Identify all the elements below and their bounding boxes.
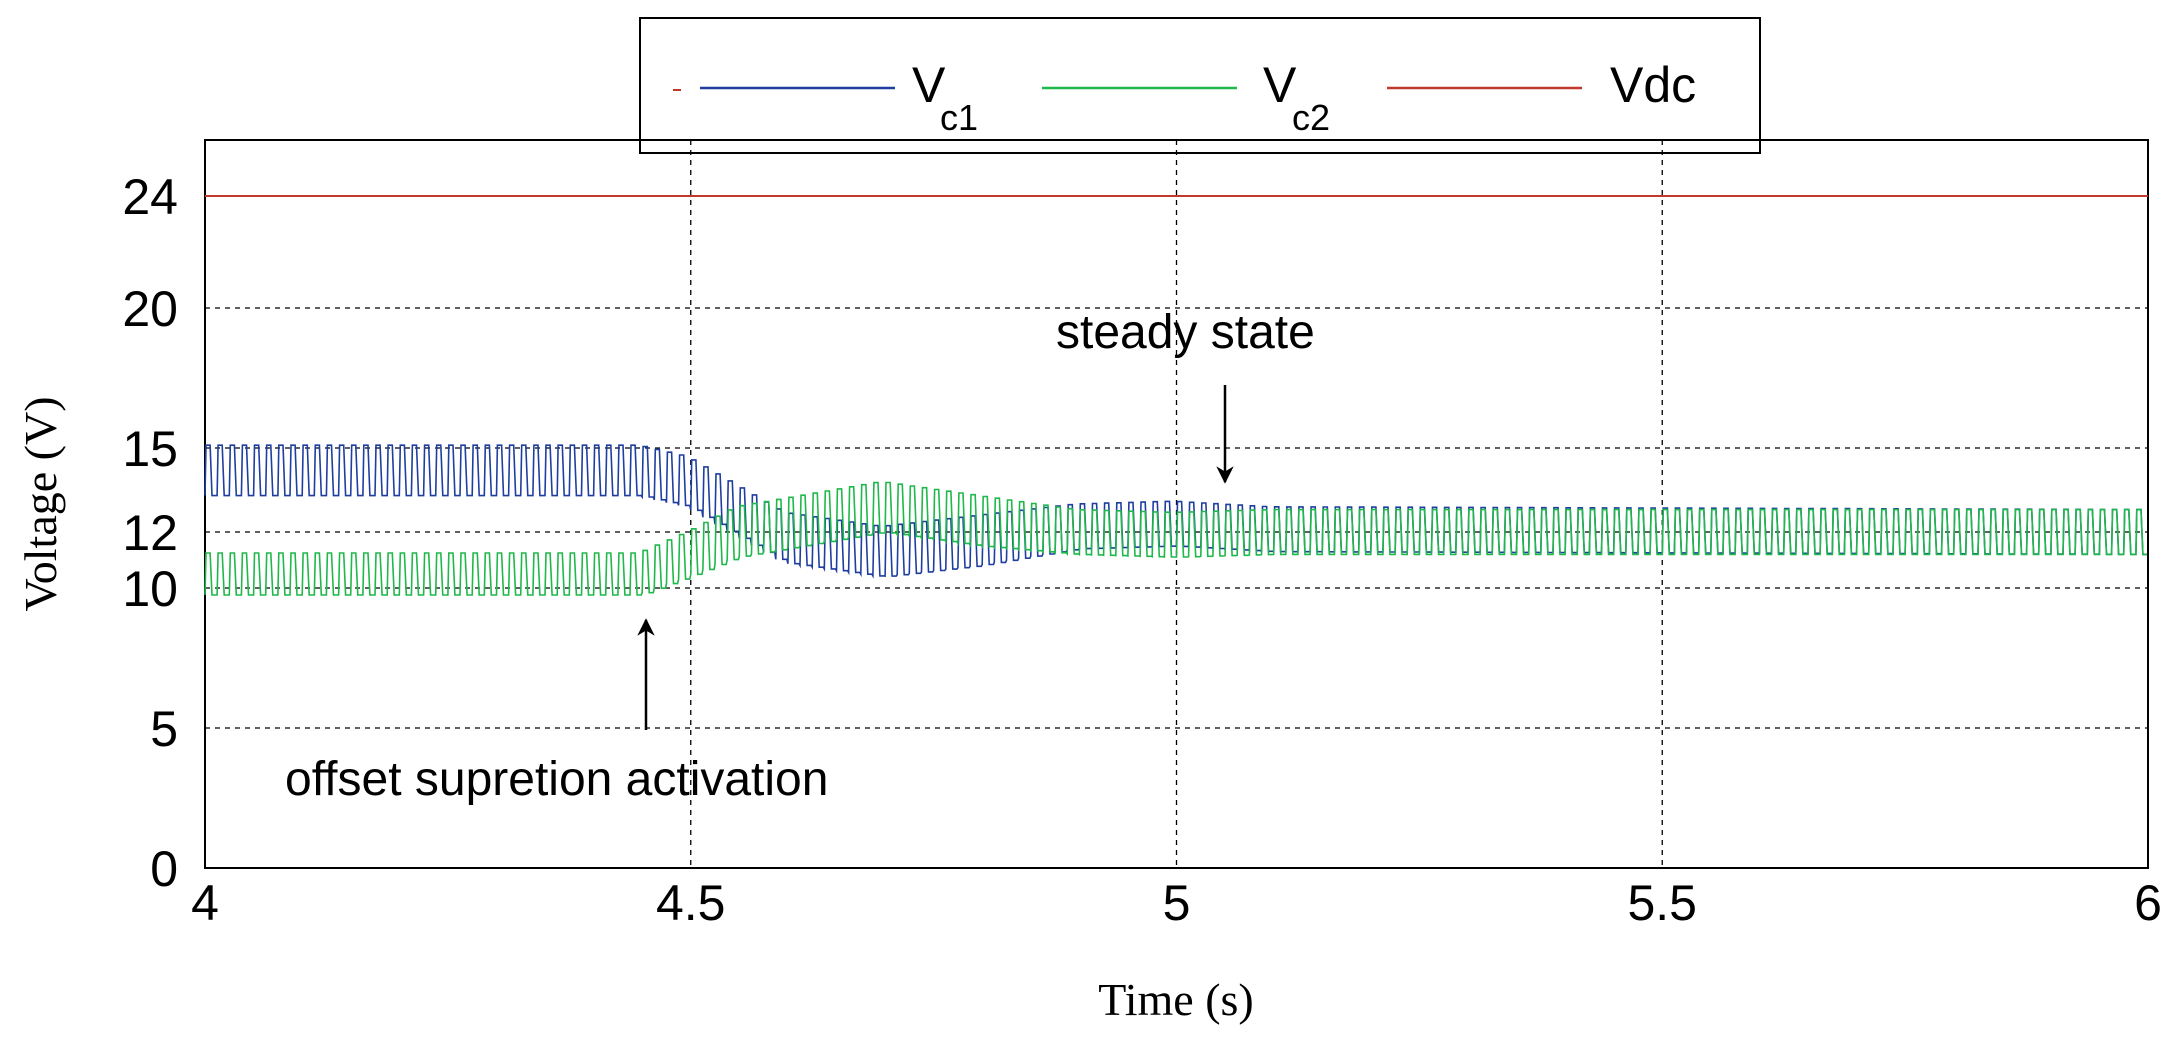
y-tick-label: 0: [150, 841, 178, 897]
y-tick-label: 10: [122, 561, 178, 617]
x-tick-label: 4: [191, 875, 219, 931]
legend-label-vc2: V: [1263, 57, 1297, 113]
y-tick-label: 15: [122, 421, 178, 477]
y-tick-label: 24: [122, 169, 178, 225]
y-tick-label: 20: [122, 281, 178, 337]
legend-sub-vc1: c1: [940, 97, 978, 138]
x-axis-title: Time (s): [1098, 974, 1254, 1025]
x-tick-label: 4.5: [656, 875, 726, 931]
x-tick-label: 6: [2134, 875, 2162, 931]
legend-box: [639, 17, 1761, 154]
legend-marker: [673, 89, 681, 91]
annotation-steady-state: steady state: [1056, 306, 1315, 359]
x-tick-label: 5.5: [1627, 875, 1697, 931]
annotation-offset-activation: offset supretion activation: [285, 753, 828, 806]
y-axis-title: Voltage (V): [15, 396, 66, 611]
legend-label-vdc: Vdc: [1610, 57, 1696, 113]
x-tick-label: 5: [1163, 875, 1191, 931]
legend-sub-vc2: c2: [1292, 97, 1330, 138]
series-vc2: [204, 481, 2147, 596]
legend-label-vc1: V: [912, 57, 946, 113]
y-tick-label: 12: [122, 505, 178, 561]
series-layer: [204, 195, 2148, 596]
y-tick-label: 5: [150, 701, 178, 757]
